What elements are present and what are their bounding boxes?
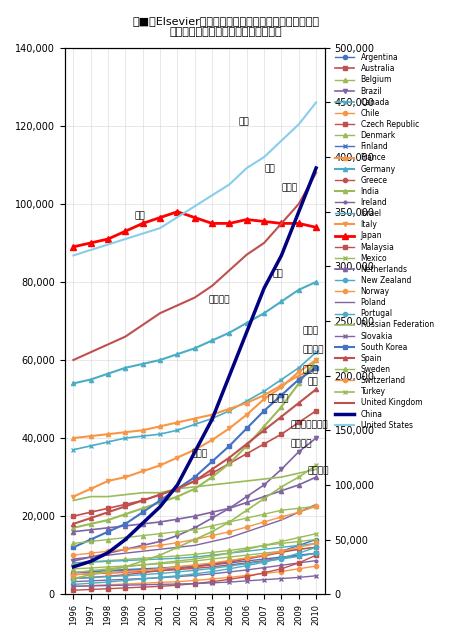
Text: カナダ: カナダ	[302, 326, 318, 335]
Text: 中国: 中国	[272, 269, 283, 278]
Text: 米国: 米国	[238, 118, 249, 127]
Text: 図■　Elsevier社スコパスに基づく各国の論文数の推移: 図■ Elsevier社スコパスに基づく各国の論文数の推移	[132, 16, 319, 26]
Text: ロシア: ロシア	[191, 449, 207, 458]
Text: ドイツ: ドイツ	[281, 184, 297, 193]
Text: インド: インド	[302, 365, 318, 374]
Text: 日本: 日本	[134, 211, 144, 220]
Text: フランス: フランス	[208, 295, 230, 304]
Text: 韓国: 韓国	[307, 377, 318, 386]
Text: オランダ: オランダ	[307, 467, 328, 476]
Text: （米国および中国については第２軸）: （米国および中国については第２軸）	[169, 27, 282, 37]
Legend: Argentina, Australia, Belgium, Brazil, Canada, Chile, Czech Republic, Denmark, F: Argentina, Australia, Belgium, Brazil, C…	[333, 52, 434, 431]
Text: イタリア: イタリア	[302, 346, 323, 355]
Text: オーストラリア: オーストラリア	[290, 420, 327, 429]
Text: スペイン: スペイン	[267, 394, 289, 404]
Text: ブラジル: ブラジル	[290, 440, 311, 449]
Text: 英国: 英国	[263, 164, 274, 173]
